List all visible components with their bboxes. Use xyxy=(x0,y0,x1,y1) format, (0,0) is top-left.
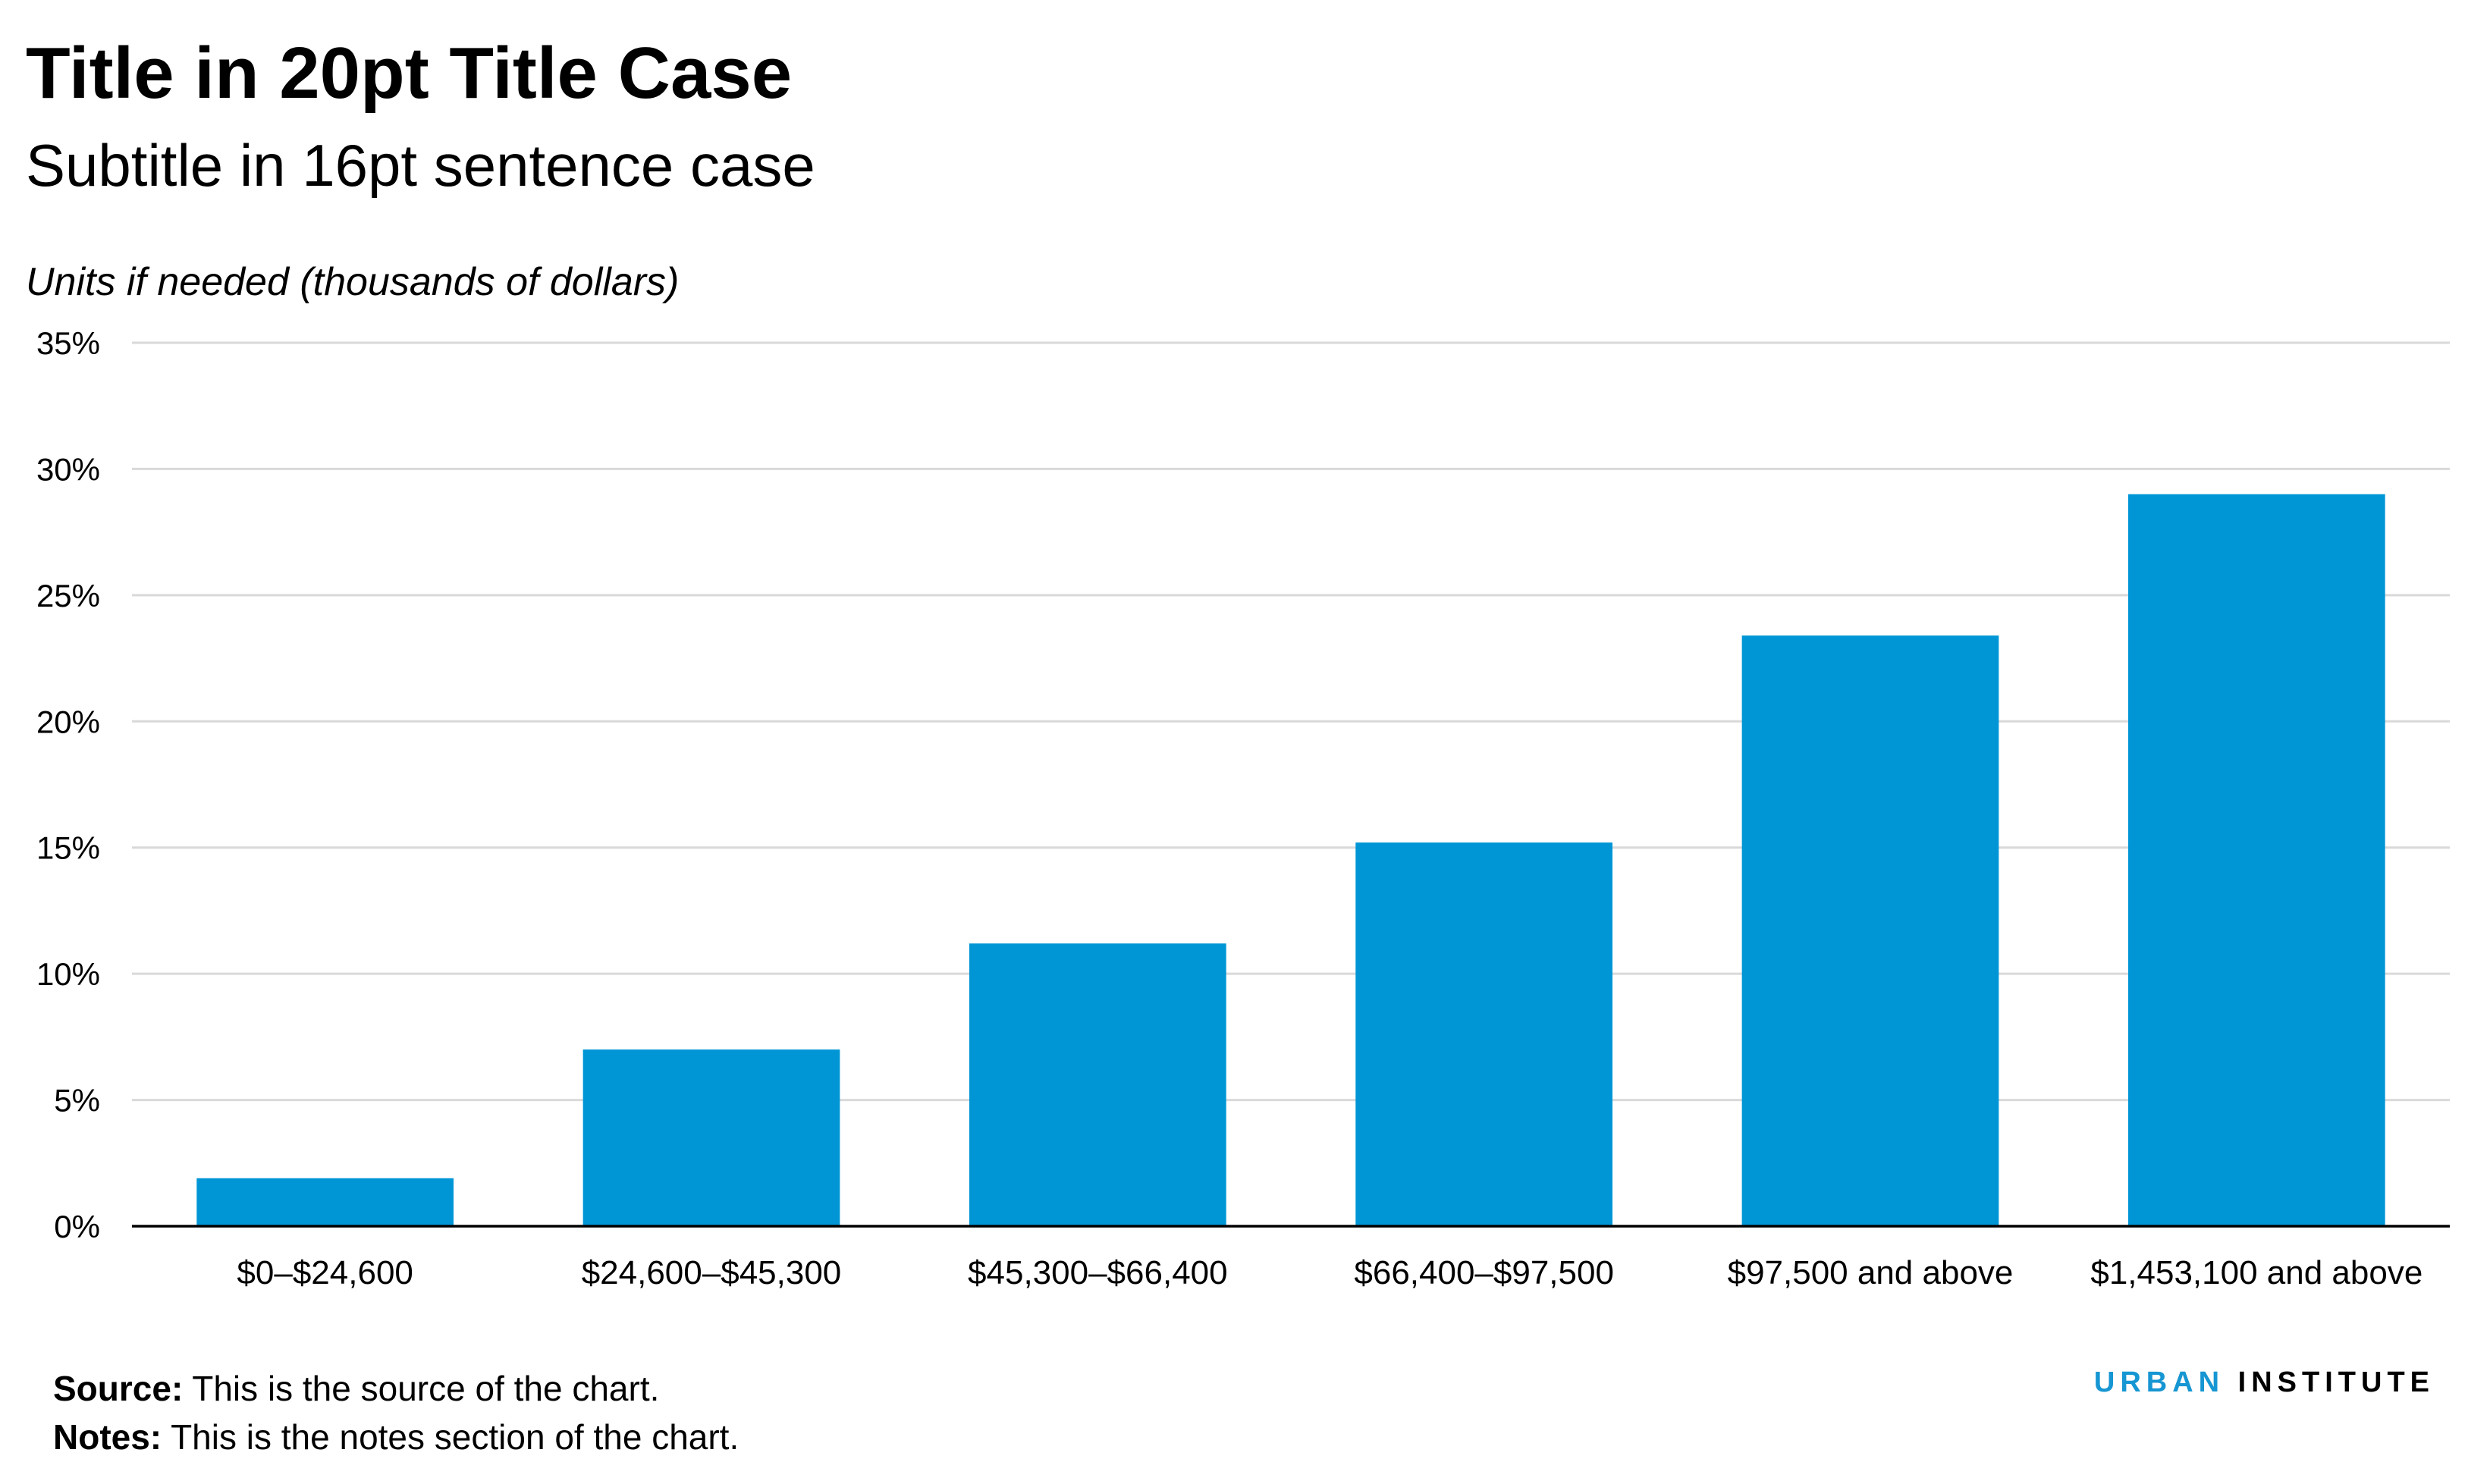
bar xyxy=(582,1049,840,1226)
source-text: This is the source of the chart. xyxy=(183,1369,660,1408)
x-tick-label: $66,400–$97,500 xyxy=(1354,1254,1614,1291)
bar xyxy=(2127,494,2385,1226)
x-tick-label: $24,600–$45,300 xyxy=(582,1254,842,1291)
bar xyxy=(1355,842,1613,1226)
x-tick-label: $97,500 and above xyxy=(1728,1254,2014,1291)
notes-text: This is the notes section of the chart. xyxy=(162,1417,739,1457)
y-tick-label: 0% xyxy=(54,1209,100,1244)
y-tick-label: 10% xyxy=(36,956,100,992)
y-tick-label: 25% xyxy=(36,578,100,613)
y-tick-label: 5% xyxy=(54,1083,100,1118)
source-note: Source: This is the source of the chart. xyxy=(53,1369,659,1408)
logo-word-institute: INSTITUTE xyxy=(2237,1366,2435,1398)
urban-institute-logo: URBAN INSTITUTE xyxy=(2094,1366,2435,1399)
y-tick-label: 35% xyxy=(36,325,100,361)
chart-subtitle: Subtitle in 16pt sentence case xyxy=(26,132,815,199)
notes-note: Notes: This is the notes section of the … xyxy=(53,1418,739,1457)
chart-title: Title in 20pt Title Case xyxy=(26,33,793,114)
bar xyxy=(196,1178,454,1226)
x-tick-label: $1,453,100 and above xyxy=(2090,1254,2422,1291)
x-tick-label: $0–$24,600 xyxy=(237,1254,413,1291)
y-tick-label: 20% xyxy=(36,704,100,739)
source-label: Source: xyxy=(53,1369,184,1408)
y-tick-label: 30% xyxy=(36,451,100,487)
y-tick-label: 15% xyxy=(36,830,100,866)
logo-word-urban: URBAN xyxy=(2093,1366,2225,1398)
bar xyxy=(1741,635,1999,1226)
x-tick-label: $45,300–$66,400 xyxy=(968,1254,1228,1291)
units-label: Units if needed (thousands of dollars) xyxy=(26,260,680,304)
notes-label: Notes: xyxy=(53,1417,162,1457)
bar xyxy=(969,943,1226,1226)
